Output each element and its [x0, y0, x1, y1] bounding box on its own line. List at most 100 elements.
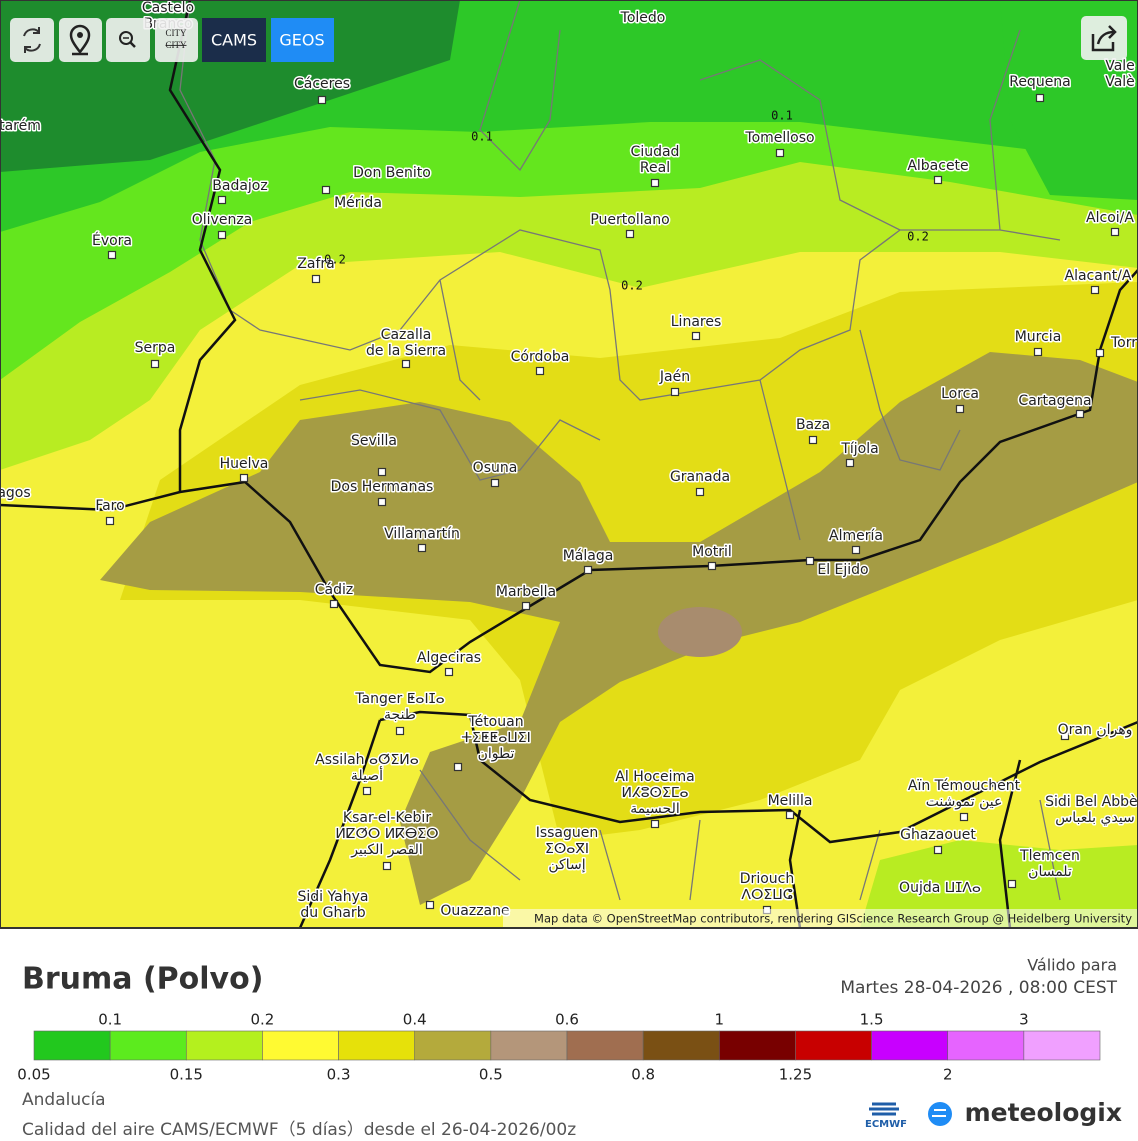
place-label: Tomelloso: [744, 130, 814, 146]
place-label: Ouazzane: [440, 903, 509, 919]
legend-lower-label: 2: [943, 1066, 953, 1084]
legend-swatch: [642, 1030, 720, 1061]
place-label: سيدي بلعباس: [1055, 810, 1135, 826]
place-label: Almería: [829, 528, 883, 544]
place-label: Osuna: [473, 460, 518, 476]
city-button[interactable]: CITY CITY: [155, 18, 198, 62]
place-label: Córdoba: [511, 349, 570, 365]
place-label: Badajoz: [212, 178, 267, 194]
place-label: Ciudad: [631, 144, 680, 160]
contour-label: 0.2: [324, 253, 346, 267]
place-marker: [785, 810, 795, 820]
place-label: Oujda ⵡⵊⴷⴰ: [899, 880, 981, 896]
place-label: Real: [640, 160, 670, 176]
zone-olive: [100, 352, 1138, 905]
legend-lower-label: 0.5: [479, 1066, 503, 1084]
place-label: Torr: [1110, 335, 1137, 351]
place-label: طنجة: [384, 707, 416, 723]
city-label: CITY: [166, 28, 187, 38]
place-label: Málaga: [563, 548, 614, 564]
contour-label: 0.1: [771, 109, 793, 123]
place-label: Driouch: [740, 871, 794, 887]
legend-swatch: [185, 1030, 263, 1061]
location-button[interactable]: [59, 18, 102, 62]
info-panel: Bruma (Polvo) Válido para Martes 28-04-2…: [17, 956, 1122, 1141]
cams-button[interactable]: CAMS: [202, 18, 266, 62]
source: Calidad del aire CAMS/ECMWF（5 días）desde…: [22, 1120, 576, 1140]
place-marker: [490, 478, 500, 488]
place-marker: [1033, 347, 1043, 357]
place-label: Marbella: [496, 584, 556, 600]
contour-labels: 0.1 0.1 0.2 0.2 0.2: [324, 109, 929, 293]
place-label: أصيلة: [351, 766, 383, 784]
place-label: agos: [0, 485, 31, 501]
place-marker: [695, 487, 705, 497]
place-label: El Ejido: [817, 562, 868, 578]
legend-lower-label: 0.15: [170, 1066, 203, 1084]
place-label: Faro: [95, 498, 124, 514]
place-marker: [453, 762, 463, 772]
place-marker: [321, 185, 331, 195]
place-marker: [329, 599, 339, 609]
map[interactable]: CasteloBrancoToledoCácerestarémRequenaVa…: [0, 0, 1138, 928]
place-marker: [105, 516, 115, 526]
place-marker: [377, 467, 387, 477]
legend-upper-label: 0.6: [555, 1011, 579, 1029]
geos-label: GEOS: [279, 31, 324, 50]
admin-borders: [179, 0, 1061, 901]
place-label: الحسيمة: [630, 801, 680, 817]
place-label: ⵉⵙⴰⴳⵏ: [545, 841, 589, 857]
place-label: Tlemcen: [1019, 848, 1080, 864]
place-label: Olivenza: [192, 212, 253, 228]
place-marker: [239, 473, 249, 483]
zoom-button[interactable]: [106, 18, 150, 62]
place-marker: [955, 404, 965, 414]
place-label: Jaén: [659, 369, 690, 385]
city-label: CITY: [166, 40, 187, 50]
place-label: Tanger ⵟⴰⵏⵊⴰ: [354, 691, 444, 707]
place-label: Al Hoceima: [615, 769, 694, 785]
place-label: Ghazaouet: [900, 827, 976, 843]
place-label: تطوان: [478, 746, 515, 762]
place-marker: [670, 387, 680, 397]
place-marker: [1090, 285, 1100, 295]
place-label: Murcia: [1015, 329, 1062, 345]
place-marker: [444, 667, 454, 677]
place-marker: [150, 359, 160, 369]
place-labels: CasteloBrancoToledoCácerestarémRequenaVa…: [0, 0, 1138, 923]
place-marker: [650, 819, 660, 829]
place-marker: [401, 359, 411, 369]
place-label: Lorca: [941, 386, 979, 402]
place-label: de la Sierra: [366, 343, 446, 359]
place-label: Cáceres: [294, 76, 350, 92]
legend-upper-label: 3: [1019, 1011, 1029, 1029]
place-label: Vale: [1105, 58, 1135, 74]
place-label: Tíjola: [840, 441, 878, 457]
place-marker: [851, 545, 861, 555]
ecmwf-text: ECMWF: [865, 1119, 907, 1130]
legend-lower-label: 0.8: [631, 1066, 655, 1084]
legend-swatch: [33, 1030, 111, 1061]
zone-light-green-south: [860, 840, 1138, 928]
place-label: تلمسان: [1028, 864, 1072, 880]
refresh-button[interactable]: [10, 18, 54, 62]
place-label: Mérida: [334, 195, 382, 211]
place-label: Ksar-el-Kebir: [343, 810, 431, 826]
place-marker: [217, 230, 227, 240]
valid-time: Martes 28-04-2026 , 08:00 CEST: [840, 978, 1117, 998]
place-label: Alcoi/A: [1086, 210, 1134, 226]
place-label: Requena: [1009, 74, 1071, 90]
place-label: Zafra: [297, 256, 334, 272]
place-label: عين تموشنت: [926, 794, 1003, 810]
place-label: ⴷⵔⵉⵡⵛ: [741, 887, 792, 903]
share-button[interactable]: [1081, 16, 1127, 60]
ecmwf-logo: ECMWF: [865, 1102, 907, 1130]
place-label: ⵜⵉⵟⵟⴰⵡⵉⵏ: [461, 730, 531, 746]
legend-lower-label: 1.25: [779, 1066, 812, 1084]
geos-button[interactable]: GEOS: [271, 18, 334, 62]
place-marker: [1035, 93, 1045, 103]
place-marker: [317, 95, 327, 105]
place-marker: [377, 497, 387, 507]
place-label: Huelva: [220, 456, 269, 472]
